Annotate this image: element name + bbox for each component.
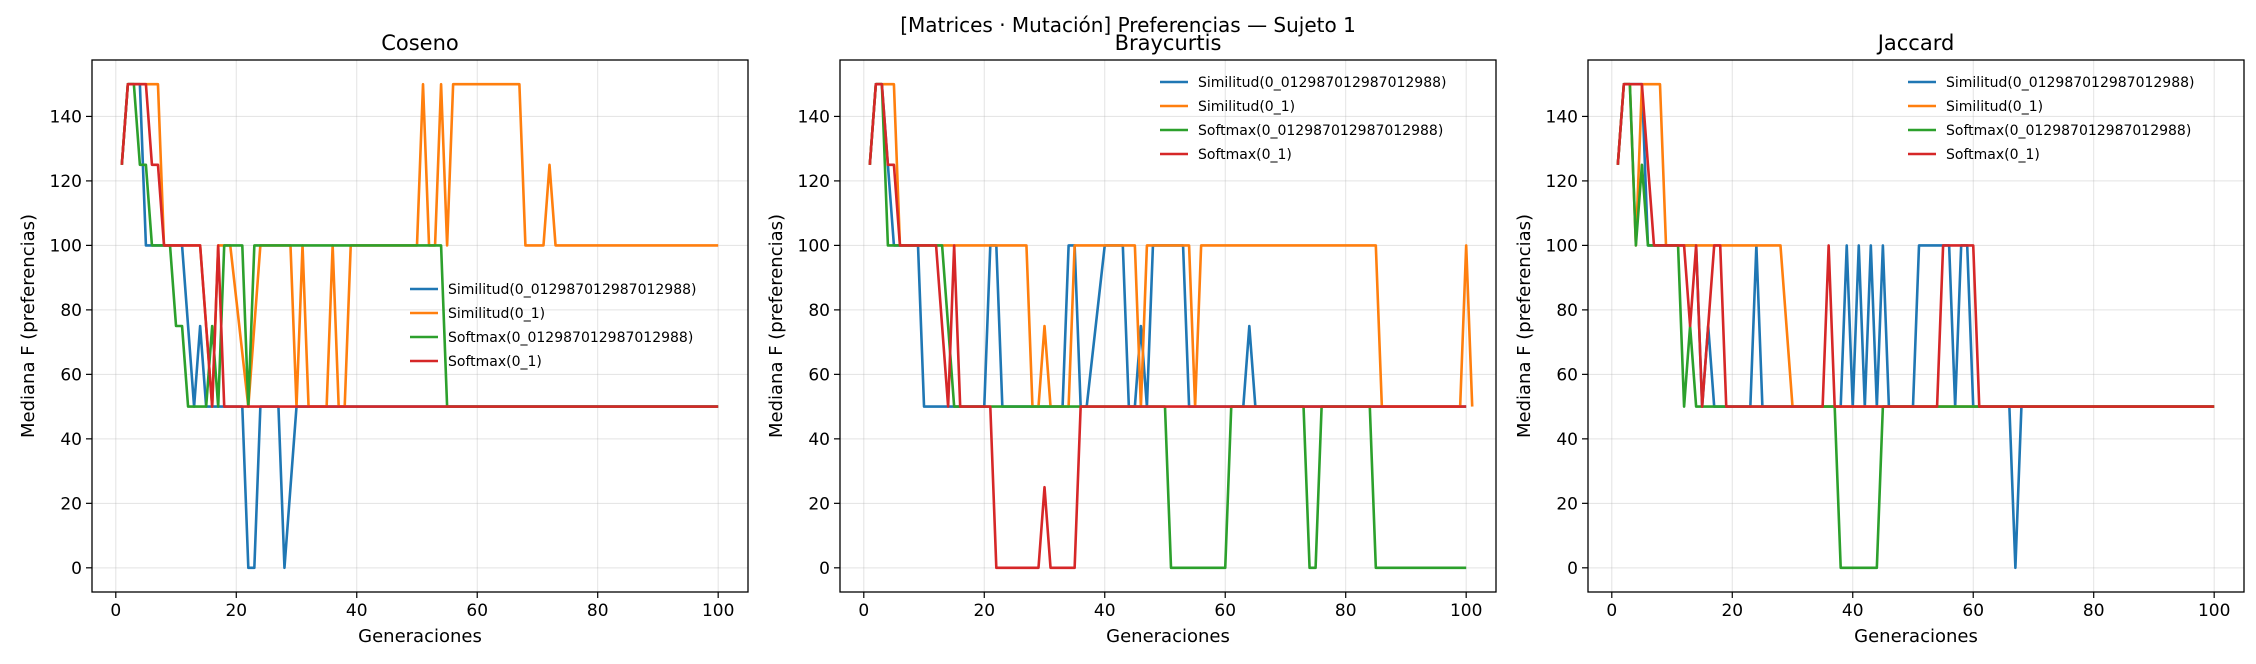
- figure-suptitle: [Matrices · Mutación] Preferencias — Suj…: [900, 13, 1356, 37]
- y-axis-label: Mediana F (preferencias): [18, 214, 39, 438]
- y-tick-label: 140: [1546, 107, 1578, 127]
- panels: 0 20 40 60 80 100 0 20 40 60 80 100 120 140 Coseno Gene…: [18, 31, 2245, 647]
- x-tick-label: 40: [346, 601, 368, 621]
- series-line-2: [868, 82, 1474, 408]
- x-tick-label: 80: [587, 601, 609, 621]
- chart-title: Jaccard: [1876, 31, 1955, 55]
- y-axis-label: Mediana F (preferencias): [1514, 214, 1535, 438]
- x-tick-label: 20: [973, 601, 995, 621]
- chart-panel-2: 0 20 40 60 80 100 0 20 40 60 80 100 120 140 Braycurtis…: [766, 31, 1497, 647]
- chart-title: Braycurtis: [1115, 31, 1222, 55]
- x-axis-label: Generaciones: [358, 626, 482, 647]
- y-axis-label: Mediana F (preferencias): [766, 214, 787, 438]
- y-tick-label: 20: [60, 494, 82, 514]
- y-tick-label: 40: [808, 430, 830, 450]
- y-tick-label: 40: [1556, 430, 1578, 450]
- series-line-4: [1616, 82, 2215, 408]
- y-tick-label: 120: [1546, 172, 1578, 192]
- y-tick-label: 60: [60, 365, 82, 385]
- x-tick-label: 0: [858, 601, 869, 621]
- y-tick-label: 0: [1567, 559, 1578, 579]
- y-tick-label: 20: [808, 494, 830, 514]
- x-tick-label: 80: [2083, 601, 2105, 621]
- legend-entry: Similitud(0_012987012987012988): [1946, 75, 2195, 91]
- legend-entry: Similitud(0_1): [448, 306, 545, 322]
- legend-entry: Softmax(0_012987012987012988): [448, 330, 693, 346]
- legend-entry: Similitud(0_1): [1198, 99, 1295, 115]
- legend: Similitud(0_012987012987012988) Similitud…: [410, 282, 697, 370]
- y-tick-label: 80: [808, 301, 830, 321]
- series-line-3: [1616, 82, 2215, 570]
- x-axis-label: Generaciones: [1106, 626, 1230, 647]
- x-tick-label: 100: [702, 601, 734, 621]
- y-tick-label: 80: [1556, 301, 1578, 321]
- x-tick-label: 60: [1962, 601, 1984, 621]
- y-tick-label: 0: [71, 559, 82, 579]
- x-tick-label: 60: [466, 601, 488, 621]
- x-tick-label: 20: [1721, 601, 1743, 621]
- legend: Similitud(0_012987012987012988) Similitud…: [1908, 75, 2195, 163]
- x-tick-label: 20: [225, 601, 247, 621]
- legend-entry: Softmax(0_1): [448, 354, 542, 370]
- x-tick-label: 60: [1214, 601, 1236, 621]
- y-tick-label: 60: [1556, 365, 1578, 385]
- legend-entry: Softmax(0_1): [1946, 147, 2040, 163]
- x-tick-label: 40: [1842, 601, 1864, 621]
- series-line-4: [868, 82, 1467, 570]
- legend-entry: Similitud(0_012987012987012988): [448, 282, 697, 298]
- chart-title: Coseno: [381, 31, 459, 55]
- y-tick-label: 100: [1546, 236, 1578, 256]
- plot-frame: [1587, 59, 2245, 593]
- legend-entry: Similitud(0_012987012987012988): [1198, 75, 1447, 91]
- series-line-4: [120, 82, 719, 408]
- x-axis-label: Generaciones: [1854, 626, 1978, 647]
- x-tick-label: 100: [2198, 601, 2230, 621]
- legend-entry: Softmax(0_012987012987012988): [1198, 123, 1443, 139]
- x-tick-label: 80: [1335, 601, 1357, 621]
- legend-entry: Softmax(0_1): [1198, 147, 1292, 163]
- chart-panel-3: 0 20 40 60 80 100 0 20 40 60 80 100 120 140 Jaccard Gen…: [1514, 31, 2245, 647]
- legend: Similitud(0_012987012987012988) Similitud…: [1160, 75, 1447, 163]
- y-tick-label: 60: [808, 365, 830, 385]
- y-tick-label: 140: [798, 107, 830, 127]
- x-tick-label: 100: [1450, 601, 1482, 621]
- plot-frame: [91, 59, 749, 593]
- legend-entry: Similitud(0_1): [1946, 99, 2043, 115]
- x-tick-label: 40: [1094, 601, 1116, 621]
- series-line-3: [120, 82, 719, 408]
- y-tick-label: 40: [60, 430, 82, 450]
- legend-entry: Softmax(0_012987012987012988): [1946, 123, 2191, 139]
- y-tick-label: 100: [798, 236, 830, 256]
- x-tick-label: 0: [110, 601, 121, 621]
- y-tick-label: 100: [50, 236, 82, 256]
- y-tick-label: 80: [60, 301, 82, 321]
- y-tick-label: 20: [1556, 494, 1578, 514]
- y-tick-label: 140: [50, 107, 82, 127]
- x-tick-label: 0: [1606, 601, 1617, 621]
- y-tick-label: 120: [50, 172, 82, 192]
- plot-frame: [839, 59, 1497, 593]
- series-line-3: [868, 82, 1467, 570]
- y-tick-label: 120: [798, 172, 830, 192]
- y-tick-label: 0: [819, 559, 830, 579]
- chart-panel-1: 0 20 40 60 80 100 0 20 40 60 80 100 120 140 Coseno Gene…: [18, 31, 749, 647]
